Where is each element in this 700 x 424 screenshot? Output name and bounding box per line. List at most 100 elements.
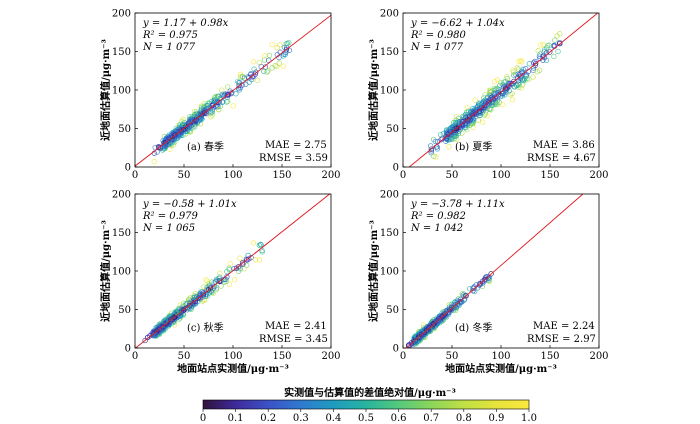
data-point [151, 159, 157, 165]
x-tick-label: 50 [446, 170, 459, 181]
regression-line [406, 194, 584, 348]
data-point [266, 57, 272, 63]
data-point [445, 128, 451, 135]
data-point [216, 107, 222, 113]
data-point [445, 131, 451, 137]
data-point [463, 292, 469, 299]
data-point [446, 144, 452, 150]
data-point [235, 264, 242, 270]
x-tick-label: 0 [400, 351, 406, 362]
data-point [227, 261, 233, 267]
data-point [231, 277, 238, 283]
data-point [277, 42, 283, 48]
data-point [409, 341, 415, 347]
data-point [286, 39, 292, 46]
panel-label: (c) 秋季 [187, 321, 224, 334]
colorbar-tick-label: 0.4 [325, 413, 341, 424]
data-point [216, 278, 222, 284]
data-point [201, 297, 208, 303]
data-point [178, 127, 184, 133]
data-point [256, 242, 263, 248]
data-point [472, 288, 478, 295]
data-point [440, 312, 446, 319]
data-point [191, 108, 198, 115]
colorbar-tick-label: 0.7 [423, 413, 439, 424]
y-tick-label: 150 [112, 228, 131, 239]
data-point [284, 40, 291, 47]
data-point [543, 57, 550, 64]
data-point [206, 290, 213, 296]
data-point [509, 97, 516, 103]
data-point [225, 98, 231, 104]
data-point [503, 89, 509, 95]
y-tick-label: 50 [118, 305, 131, 316]
data-point [489, 102, 496, 109]
data-point [467, 114, 473, 120]
data-point [544, 44, 550, 51]
x-tick-label: 100 [491, 351, 510, 362]
data-point [233, 91, 239, 97]
x-tick-label: 200 [321, 351, 340, 362]
data-point [520, 66, 526, 72]
data-point [265, 68, 271, 74]
y-tick-label: 50 [118, 124, 131, 135]
data-point [170, 138, 177, 145]
y-tick-label: 150 [112, 47, 131, 58]
data-point [431, 325, 437, 332]
panel-summer: 0 50 100 150 200 0 50 100 150 200 近地面估算值/μg·m⁻³ y =… [367, 9, 609, 182]
data-point [469, 121, 476, 127]
data-point [431, 153, 437, 159]
data-point [251, 66, 257, 72]
data-point [161, 319, 168, 325]
data-point [413, 333, 420, 339]
y-tick-label: 0 [393, 344, 399, 355]
y-tick-label: 200 [380, 9, 399, 20]
sample-count: N = 1 077 [410, 42, 464, 53]
data-point [181, 312, 187, 319]
r-squared: R² = 0.980 [410, 30, 467, 41]
data-point [512, 84, 518, 90]
data-point [547, 49, 553, 55]
data-point [243, 256, 249, 262]
data-point [467, 110, 473, 116]
data-point [510, 69, 517, 75]
data-point [520, 77, 527, 83]
x-tick-label: 200 [589, 351, 608, 362]
data-point [213, 285, 220, 291]
data-point [253, 69, 259, 75]
y-axis-label: 近地面估算值/μg·m⁻³ [367, 220, 380, 322]
regression-line [408, 13, 598, 167]
data-point [534, 69, 541, 75]
data-point [177, 313, 184, 319]
data-point [198, 294, 204, 301]
data-point [224, 92, 230, 98]
data-point [492, 78, 498, 85]
data-point [492, 101, 498, 108]
data-point [193, 120, 199, 126]
data-point [156, 325, 163, 331]
x-tick-label: 50 [178, 170, 191, 181]
data-point [225, 84, 231, 90]
data-point [428, 146, 434, 152]
data-point [201, 284, 207, 290]
colorbar-title: 实测值与估算值的差值绝对值/μg·m⁻³ [284, 386, 456, 399]
data-point [252, 257, 259, 263]
colorbar-gradient [202, 399, 530, 410]
colorbar-tick-label: 0.1 [228, 413, 244, 424]
data-point [162, 143, 169, 150]
data-point [204, 278, 210, 284]
data-point [483, 276, 489, 282]
colorbar-tick-label: 0.3 [293, 413, 309, 424]
data-point [221, 279, 228, 285]
data-point [219, 91, 226, 97]
data-point [500, 102, 506, 108]
data-point [203, 103, 210, 109]
regression-equation: y = −6.62 + 1.04x [410, 18, 505, 29]
r-squared: R² = 0.979 [142, 211, 199, 222]
data-point [269, 41, 275, 48]
x-tick-label: 150 [540, 351, 559, 362]
data-point [487, 106, 493, 112]
colorbar-ticks: 0 0.1 0.2 0.3 0.4 0.5 0.6 0.7 0.8 0.9 1.0 [200, 409, 537, 424]
data-point [453, 133, 459, 139]
data-point [272, 63, 278, 69]
